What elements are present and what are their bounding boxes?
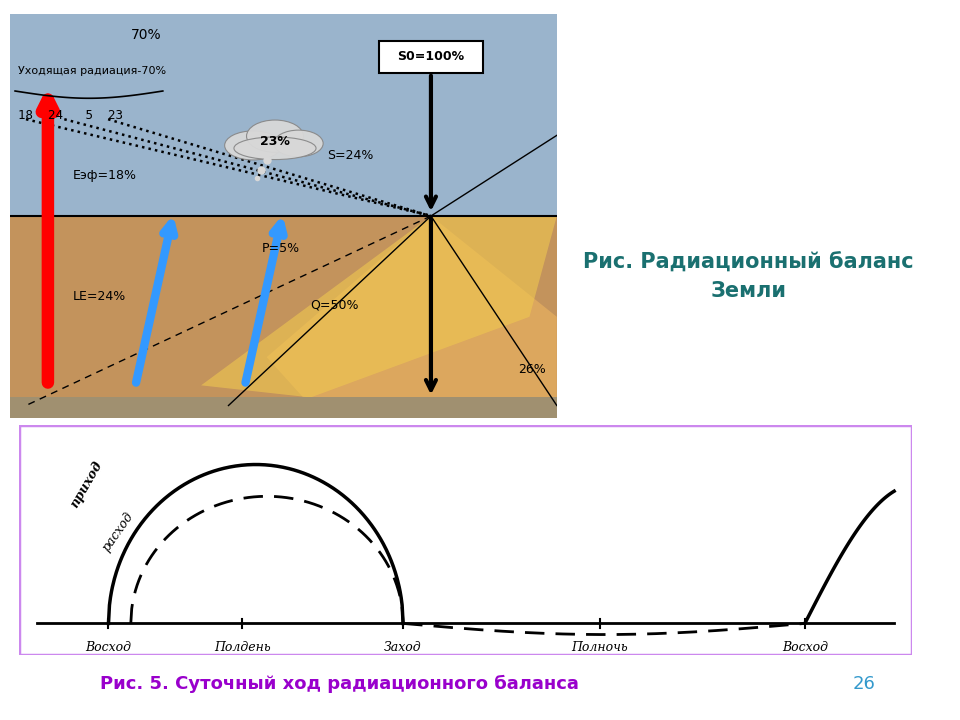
Text: 26%: 26% bbox=[518, 363, 546, 376]
Text: P=5%: P=5% bbox=[261, 242, 300, 255]
FancyBboxPatch shape bbox=[379, 40, 483, 73]
Text: S=24%: S=24% bbox=[327, 149, 373, 162]
Text: расход: расход bbox=[100, 510, 136, 554]
Ellipse shape bbox=[274, 130, 324, 157]
Text: S0=100%: S0=100% bbox=[397, 50, 465, 63]
Text: Рис. Радиационный баланс
Земли: Рис. Радиационный баланс Земли bbox=[584, 252, 914, 301]
Text: 23%: 23% bbox=[260, 135, 290, 148]
Text: 70%: 70% bbox=[132, 27, 161, 42]
Text: 18  24   5  23: 18 24 5 23 bbox=[18, 109, 123, 122]
Ellipse shape bbox=[247, 120, 303, 153]
Polygon shape bbox=[10, 14, 557, 418]
Text: Восход: Восход bbox=[85, 642, 132, 654]
Text: приход: приход bbox=[68, 459, 106, 510]
Ellipse shape bbox=[234, 137, 316, 160]
Text: Полдень: Полдень bbox=[214, 642, 271, 654]
Polygon shape bbox=[267, 216, 557, 418]
Text: Eэф=18%: Eэф=18% bbox=[73, 169, 136, 182]
FancyBboxPatch shape bbox=[19, 425, 912, 655]
FancyBboxPatch shape bbox=[10, 397, 557, 418]
Ellipse shape bbox=[225, 131, 281, 160]
Text: Полночь: Полночь bbox=[571, 642, 628, 654]
Text: Q=50%: Q=50% bbox=[311, 298, 359, 311]
Polygon shape bbox=[201, 216, 557, 397]
Text: Уходящая радиация-70%: Уходящая радиация-70% bbox=[18, 66, 166, 76]
Text: Восход: Восход bbox=[781, 642, 828, 654]
Text: LE=24%: LE=24% bbox=[73, 290, 126, 303]
Text: Рис. 5. Суточный ход радиационного баланса: Рис. 5. Суточный ход радиационного балан… bbox=[101, 675, 579, 693]
Polygon shape bbox=[10, 216, 557, 418]
Text: Заход: Заход bbox=[384, 642, 421, 654]
Text: 26: 26 bbox=[852, 675, 876, 693]
